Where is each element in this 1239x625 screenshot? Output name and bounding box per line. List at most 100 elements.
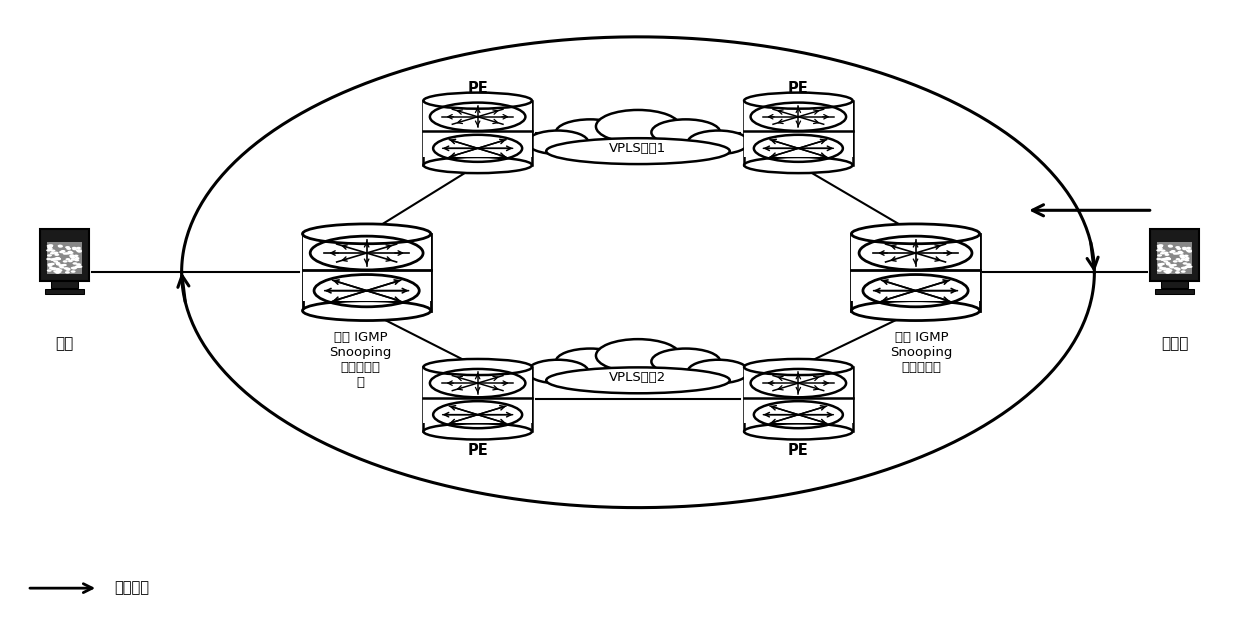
Circle shape <box>1170 266 1175 269</box>
Circle shape <box>55 257 59 259</box>
Circle shape <box>56 263 61 266</box>
Circle shape <box>1163 252 1168 254</box>
Circle shape <box>47 269 52 272</box>
Circle shape <box>66 246 71 249</box>
Circle shape <box>1161 249 1166 252</box>
Circle shape <box>1182 248 1187 250</box>
Circle shape <box>1157 269 1162 272</box>
Circle shape <box>66 248 71 250</box>
Bar <box>745 101 852 165</box>
Text: VPLS网络2: VPLS网络2 <box>610 371 667 384</box>
Bar <box>851 234 980 311</box>
Circle shape <box>1167 269 1172 272</box>
Bar <box>851 234 980 301</box>
Circle shape <box>1180 255 1184 258</box>
Circle shape <box>64 271 69 274</box>
Circle shape <box>72 247 77 249</box>
Circle shape <box>1162 267 1167 269</box>
Ellipse shape <box>302 224 431 244</box>
Circle shape <box>47 264 52 267</box>
Circle shape <box>1171 250 1176 252</box>
Circle shape <box>1170 264 1175 267</box>
Circle shape <box>1176 252 1181 254</box>
Circle shape <box>72 267 77 269</box>
Circle shape <box>1181 256 1186 259</box>
Bar <box>1155 289 1194 294</box>
Circle shape <box>1162 258 1167 260</box>
Circle shape <box>1165 254 1170 256</box>
Bar <box>424 101 532 165</box>
Text: 组播源: 组播源 <box>1161 336 1188 351</box>
Circle shape <box>78 266 83 268</box>
Circle shape <box>56 258 61 260</box>
Circle shape <box>48 248 53 250</box>
Circle shape <box>1186 249 1191 252</box>
Circle shape <box>76 266 81 268</box>
Circle shape <box>1167 244 1172 247</box>
Bar <box>424 101 532 157</box>
Circle shape <box>1173 260 1178 262</box>
Circle shape <box>1187 265 1192 268</box>
Circle shape <box>1183 254 1188 257</box>
Circle shape <box>1183 266 1188 269</box>
Bar <box>1150 229 1199 281</box>
Circle shape <box>1157 244 1162 247</box>
Circle shape <box>58 245 63 248</box>
Circle shape <box>53 252 58 254</box>
Circle shape <box>1176 268 1181 271</box>
Circle shape <box>1166 269 1171 272</box>
Bar <box>51 281 78 288</box>
Circle shape <box>50 262 55 265</box>
Circle shape <box>1168 264 1173 267</box>
Circle shape <box>57 269 62 272</box>
Circle shape <box>1168 245 1173 248</box>
Circle shape <box>66 252 71 254</box>
Ellipse shape <box>745 92 852 109</box>
Circle shape <box>71 267 76 269</box>
Circle shape <box>1180 254 1184 257</box>
Circle shape <box>47 244 52 247</box>
Bar <box>47 242 82 274</box>
Ellipse shape <box>745 157 852 173</box>
Circle shape <box>76 265 81 268</box>
Circle shape <box>51 268 56 271</box>
Circle shape <box>50 252 55 254</box>
Ellipse shape <box>652 349 720 374</box>
Circle shape <box>50 258 55 261</box>
Circle shape <box>47 254 52 257</box>
Text: PE: PE <box>467 81 488 96</box>
Circle shape <box>1157 246 1162 249</box>
Bar <box>424 367 532 423</box>
Circle shape <box>1176 258 1181 261</box>
Ellipse shape <box>556 119 624 145</box>
Circle shape <box>1161 258 1166 261</box>
Ellipse shape <box>596 339 680 372</box>
Circle shape <box>46 249 51 251</box>
Ellipse shape <box>424 423 532 439</box>
Circle shape <box>68 251 73 254</box>
Circle shape <box>1182 262 1187 265</box>
Circle shape <box>73 266 78 269</box>
Circle shape <box>63 267 68 269</box>
Circle shape <box>1166 268 1171 270</box>
Circle shape <box>1157 264 1162 267</box>
Bar <box>1161 281 1188 288</box>
Circle shape <box>63 253 67 255</box>
Circle shape <box>59 266 64 269</box>
Ellipse shape <box>527 131 589 154</box>
Circle shape <box>53 270 58 272</box>
Circle shape <box>1156 258 1161 260</box>
Ellipse shape <box>424 359 532 375</box>
Circle shape <box>72 248 77 250</box>
Bar <box>1157 242 1192 274</box>
Circle shape <box>63 260 68 262</box>
Circle shape <box>66 268 71 270</box>
Circle shape <box>1182 247 1187 249</box>
Circle shape <box>1157 254 1162 257</box>
Circle shape <box>69 254 74 257</box>
Circle shape <box>1158 245 1163 248</box>
Bar <box>40 229 89 281</box>
Circle shape <box>74 259 79 261</box>
Text: 组播数据: 组播数据 <box>114 581 149 596</box>
Ellipse shape <box>543 364 733 391</box>
